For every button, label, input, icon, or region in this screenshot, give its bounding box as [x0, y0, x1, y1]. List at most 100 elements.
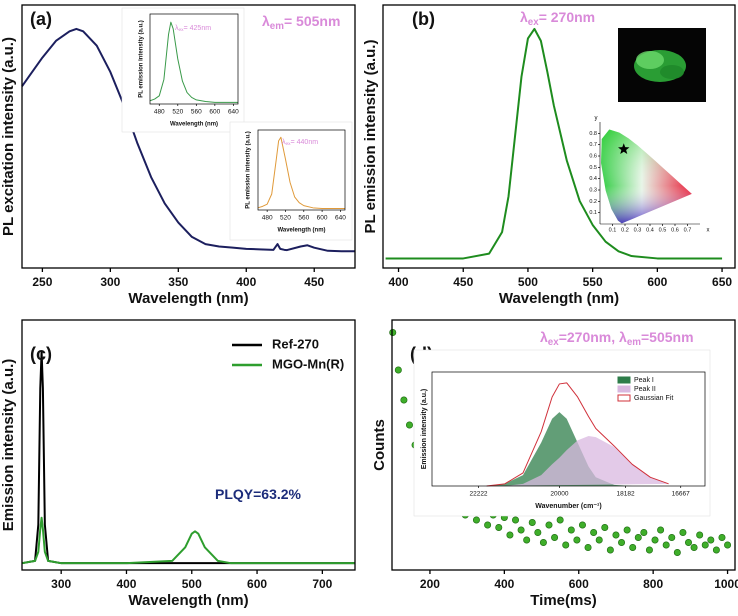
x-tick-label: 520 — [172, 109, 183, 116]
plot-frame — [431, 371, 706, 487]
point — [562, 541, 570, 549]
point — [534, 528, 542, 536]
x-tick-label: 560 — [298, 215, 309, 222]
point — [595, 536, 603, 544]
point — [629, 543, 637, 551]
x-tick-label: 1000 — [714, 577, 738, 591]
annotation-part: =505nm — [641, 329, 694, 345]
point — [472, 516, 480, 524]
point — [662, 541, 670, 549]
point — [495, 523, 503, 531]
point — [573, 536, 581, 544]
annotation-part: ex — [178, 28, 184, 33]
point — [690, 543, 698, 551]
x-axis-label: Wavelength (nm) — [128, 592, 248, 609]
area — [486, 436, 669, 486]
y-axis-label: Emission intensity (a.u.) — [0, 359, 17, 532]
point — [673, 548, 681, 556]
point — [590, 528, 598, 536]
annotation-part: = 425nm — [184, 25, 212, 32]
y-axis-label: PL excitation intensity (a.u.) — [0, 37, 17, 236]
annotation-part: λ — [175, 25, 179, 32]
x-axis-label: Wavenumber (cm⁻¹) — [535, 503, 601, 510]
x-tick-label: 0.1 — [609, 227, 617, 233]
cie-point — [618, 143, 630, 155]
point — [506, 531, 514, 539]
y-tick-label: 0.3 — [589, 187, 597, 193]
y-tick-label: 0.5 — [589, 165, 597, 171]
x-tick-label: 480 — [262, 215, 273, 222]
photo — [618, 28, 706, 102]
annotation: λex=270nm, λem=505nm — [540, 329, 694, 348]
y-tick-label: 0.1 — [589, 210, 597, 216]
plot-frame — [382, 4, 736, 269]
point — [712, 546, 720, 554]
x-tick-label: 400 — [389, 275, 409, 289]
annotation: PLQY=63.2% — [215, 486, 302, 502]
annotation-part: ex — [285, 142, 291, 147]
x-axis-label: Wavelength (nm) — [499, 290, 619, 307]
point — [651, 536, 659, 544]
x-tick-label: 16667 — [672, 491, 690, 498]
x-tick-label: 600 — [209, 109, 220, 116]
x-tick-label: 250 — [32, 275, 52, 289]
annotation: λem= 505nm — [262, 13, 340, 32]
annotation: λex= 425nm — [175, 25, 211, 34]
y-tick-label: 0.8 — [589, 131, 597, 137]
x-tick-label: 400 — [236, 275, 256, 289]
x-tick-label: 650 — [712, 275, 732, 289]
x-tick-label: 600 — [317, 215, 328, 222]
point — [707, 536, 715, 544]
point — [539, 538, 547, 546]
point — [551, 533, 559, 541]
y-axis-label: PL emission intensity (a.u.) — [362, 40, 379, 234]
x-tick-label: 500 — [518, 275, 538, 289]
point — [612, 531, 620, 539]
line — [21, 516, 355, 565]
x-tick-label: 0.6 — [671, 227, 679, 233]
inset-background — [229, 121, 353, 241]
line — [21, 350, 355, 565]
x-axis-label: Wavelength (nm) — [170, 122, 218, 128]
point — [389, 328, 397, 336]
x-tick-label: 520 — [280, 215, 291, 222]
legend-label: Peak I — [634, 377, 654, 384]
inset-background — [121, 7, 245, 133]
y-tick-label: 0.6 — [589, 153, 597, 159]
annotation-part: λ — [262, 13, 270, 29]
point — [623, 526, 631, 534]
line — [21, 27, 355, 253]
x-tick-label: 450 — [453, 275, 473, 289]
x-tick-label: 350 — [168, 275, 188, 289]
point — [400, 396, 408, 404]
x-tick-label: 400 — [494, 577, 514, 591]
x-tick-label: 0.4 — [646, 227, 654, 233]
x-tick-label: 300 — [100, 275, 120, 289]
x-tick-label: 600 — [569, 577, 589, 591]
plot-frame — [149, 13, 239, 105]
y-axis-label: y — [595, 116, 598, 122]
point — [394, 366, 402, 374]
point — [696, 531, 704, 539]
x-tick-label: 20000 — [550, 491, 568, 498]
point — [684, 538, 692, 546]
legend-swatch — [617, 385, 631, 393]
panel-label: (b) — [412, 9, 435, 29]
point — [405, 421, 413, 429]
annotation-part: λ — [282, 139, 286, 146]
x-tick-label: 500 — [182, 577, 202, 591]
x-tick-label: 200 — [420, 577, 440, 591]
x-tick-label: 22222 — [469, 491, 487, 498]
point — [528, 518, 536, 526]
point — [645, 546, 653, 554]
y-tick-label: 0.4 — [589, 176, 597, 182]
annotation-part: = 440nm — [291, 139, 319, 146]
point — [618, 538, 626, 546]
point — [556, 516, 564, 524]
point — [701, 541, 709, 549]
line — [486, 382, 669, 487]
x-tick-label: 0.3 — [634, 227, 642, 233]
x-tick-label: 0.5 — [659, 227, 667, 233]
x-axis-label: Wavelength (nm) — [128, 290, 248, 307]
point — [718, 533, 726, 541]
